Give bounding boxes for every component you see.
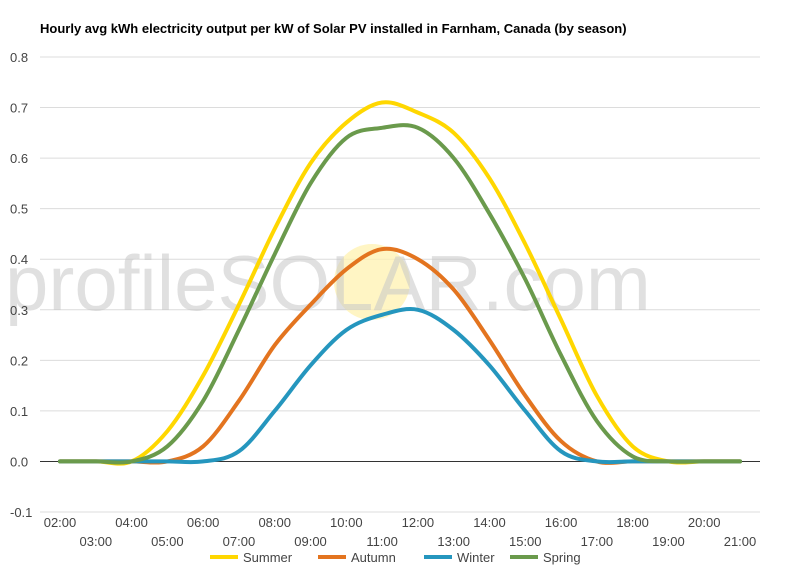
legend: Summer Autumn Winter Spring [210, 550, 581, 565]
watermark: profileSOLAR.com [5, 239, 651, 327]
x-tick-label: 20:00 [688, 515, 721, 530]
legend-label-autumn: Autumn [351, 550, 396, 565]
y-tick-label: 0.2 [10, 353, 28, 368]
x-tick-label: 05:00 [151, 534, 184, 549]
x-tick-label: 04:00 [115, 515, 148, 530]
x-tick-label: 10:00 [330, 515, 363, 530]
legend-label-winter: Winter [457, 550, 495, 565]
x-tick-label: 07:00 [223, 534, 256, 549]
x-tick-label: 16:00 [545, 515, 578, 530]
y-tick-label: 0.0 [10, 454, 28, 469]
x-tick-label: 13:00 [437, 534, 470, 549]
x-axis: 02:0003:0004:0005:0006:0007:0008:0009:00… [44, 515, 757, 549]
series-line-spring [58, 123, 742, 465]
y-axis: -0.1 0.0 0.1 0.2 0.3 0.4 0.5 0.6 0.7 0.8 [10, 50, 32, 520]
x-tick-label: 15:00 [509, 534, 542, 549]
x-tick-label: 18:00 [616, 515, 649, 530]
y-tick-label: 0.6 [10, 151, 28, 166]
series-line-summer [58, 100, 742, 466]
x-tick-label: 21:00 [724, 534, 757, 549]
watermark-text: profileSOLAR.com [5, 239, 651, 327]
y-tick-label: 0.8 [10, 50, 28, 65]
x-tick-label: 06:00 [187, 515, 220, 530]
x-tick-label: 19:00 [652, 534, 685, 549]
legend-label-summer: Summer [243, 550, 293, 565]
x-tick-label: 11:00 [366, 534, 398, 549]
series-line-winter [58, 307, 742, 465]
x-tick-label: 14:00 [473, 515, 506, 530]
chart-title: Hourly avg kWh electricity output per kW… [40, 21, 627, 36]
y-tick-label: 0.1 [10, 404, 28, 419]
x-tick-label: 02:00 [44, 515, 77, 530]
y-tick-label: 0.4 [10, 252, 28, 267]
x-tick-label: 12:00 [402, 515, 435, 530]
y-tick-label: 0.3 [10, 303, 28, 318]
legend-label-spring: Spring [543, 550, 581, 565]
y-tick-label: 0.5 [10, 202, 28, 217]
x-tick-label: 17:00 [581, 534, 614, 549]
y-tick-label: -0.1 [10, 505, 32, 520]
x-tick-label: 09:00 [294, 534, 327, 549]
y-tick-label: 0.7 [10, 101, 28, 116]
x-tick-label: 08:00 [258, 515, 291, 530]
series-lines [58, 100, 742, 466]
x-tick-label: 03:00 [80, 534, 113, 549]
